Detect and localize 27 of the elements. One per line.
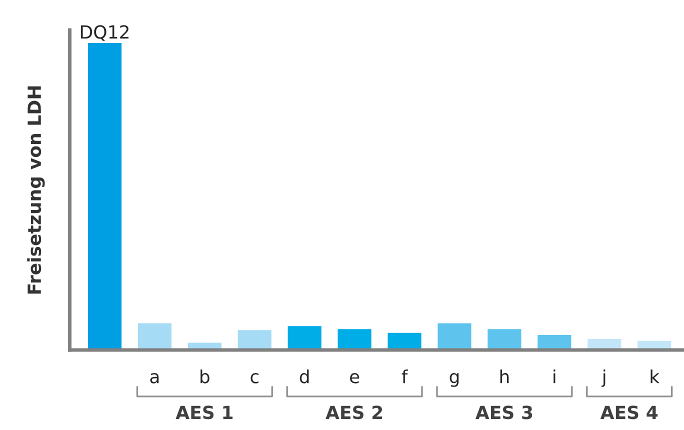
y-axis-title: Freisetzung von LDH: [27, 86, 45, 294]
bar: [486, 328, 523, 350]
x-tick-label: i: [554, 369, 556, 384]
x-tick-label: c: [250, 373, 258, 384]
x-tick-label: d: [300, 369, 309, 384]
x-tick-label: b: [200, 369, 210, 384]
x-tick-label: k: [650, 369, 660, 384]
x-tick-label: f: [402, 369, 408, 384]
bar: [86, 42, 123, 350]
bar: [436, 322, 473, 350]
text: AES 1: [176, 406, 233, 420]
x-tick-label: h: [500, 369, 509, 384]
text: AES 3: [475, 406, 532, 420]
bar: [386, 331, 423, 350]
bar: [536, 334, 573, 350]
bar: [336, 328, 373, 350]
x-tick-label: g: [450, 373, 459, 387]
annotation: DQ12: [80, 25, 128, 41]
x-tick-label: j: [602, 369, 606, 387]
bar: [586, 338, 623, 350]
text: AES 2: [326, 406, 382, 420]
text: AES 4: [600, 406, 658, 420]
x-tick-label: e: [350, 373, 360, 384]
bar: [236, 328, 273, 350]
x-tick-label: a: [150, 373, 159, 384]
bar: [286, 324, 323, 350]
bar: [136, 322, 173, 350]
